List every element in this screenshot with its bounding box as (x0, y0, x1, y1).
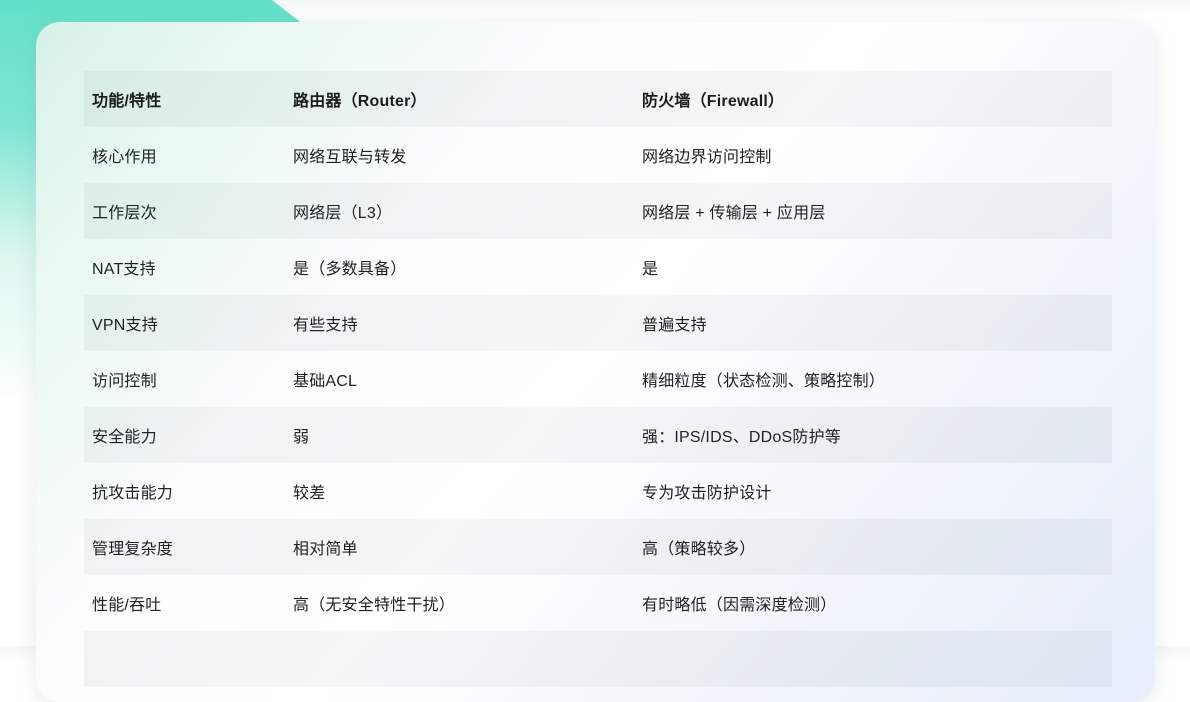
router-cell: 有些支持 (293, 317, 358, 334)
router-cell: 弱 (293, 429, 310, 446)
firewall-cell: 专为攻击防护设计 (642, 485, 772, 502)
table-row: 抗攻击能力 较差 专为攻击防护设计 (84, 463, 1112, 519)
firewall-cell: 网络边界访问控制 (642, 149, 772, 166)
router-cell: 高（无安全特性干扰） (293, 597, 456, 614)
feature-cell: 访问控制 (92, 373, 157, 390)
firewall-cell: 普遍支持 (642, 317, 707, 334)
router-cell: 网络互联与转发 (293, 149, 407, 166)
router-cell: 是（多数具备） (293, 261, 407, 278)
table-row: 管理复杂度 相对简单 高（策略较多） (84, 519, 1112, 575)
content-card: 功能/特性 路由器（Router） 防火墙（Firewall） 核心作用 网络互… (36, 22, 1155, 702)
firewall-cell: 是 (642, 261, 659, 278)
table-row: 工作层次 网络层（L3） 网络层 + 传输层 + 应用层 (84, 183, 1112, 239)
table-row: 安全能力 弱 强：IPS/IDS、DDoS防护等 (84, 407, 1112, 463)
feature-cell: 工作层次 (92, 205, 157, 222)
firewall-cell: 强：IPS/IDS、DDoS防护等 (642, 429, 841, 446)
feature-cell: NAT支持 (92, 261, 156, 278)
firewall-cell: 网络层 + 传输层 + 应用层 (642, 205, 826, 222)
feature-cell: VPN支持 (92, 317, 158, 334)
table-row: NAT支持 是（多数具备） 是 (84, 239, 1112, 295)
comparison-table: 功能/特性 路由器（Router） 防火墙（Firewall） 核心作用 网络互… (84, 71, 1112, 687)
feature-cell: 管理复杂度 (92, 541, 174, 558)
table-row-partial (84, 631, 1112, 687)
table-row: 性能/吞吐 高（无安全特性干扰） 有时略低（因需深度检测） (84, 575, 1112, 631)
table-header-row: 功能/特性 路由器（Router） 防火墙（Firewall） (84, 71, 1112, 127)
feature-cell: 性能/吞吐 (92, 597, 162, 614)
firewall-cell: 精细粒度（状态检测、策略控制） (642, 373, 886, 390)
feature-cell: 核心作用 (92, 149, 157, 166)
firewall-cell: 有时略低（因需深度检测） (642, 597, 837, 614)
firewall-cell: 高（策略较多） (642, 541, 756, 558)
router-cell: 相对简单 (293, 541, 358, 558)
table-row: 访问控制 基础ACL 精细粒度（状态检测、策略控制） (84, 351, 1112, 407)
router-cell: 较差 (293, 485, 326, 502)
column-header-feature: 功能/特性 (92, 93, 162, 110)
table-row: 核心作用 网络互联与转发 网络边界访问控制 (84, 127, 1112, 183)
feature-cell: 安全能力 (92, 429, 157, 446)
router-cell: 网络层（L3） (293, 205, 393, 222)
router-cell: 基础ACL (293, 373, 358, 390)
feature-cell: 抗攻击能力 (92, 485, 174, 502)
column-header-firewall: 防火墙（Firewall） (642, 93, 785, 110)
table-row: VPN支持 有些支持 普遍支持 (84, 295, 1112, 351)
column-header-router: 路由器（Router） (293, 93, 427, 110)
